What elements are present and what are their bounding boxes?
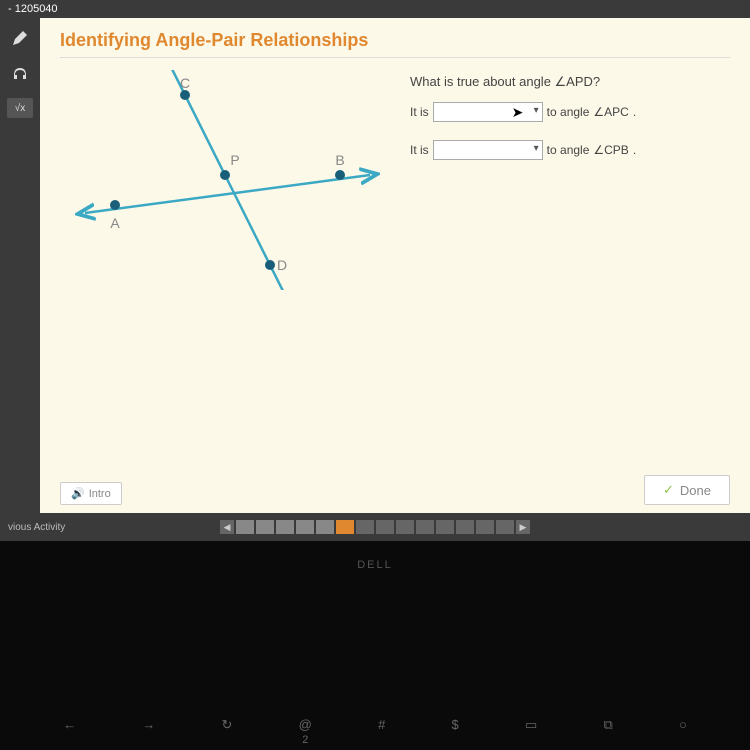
point-d xyxy=(265,260,275,270)
keyboard-key: ← xyxy=(63,717,76,746)
row1-suffix-post: . xyxy=(633,105,636,119)
row2-prefix: It is xyxy=(410,143,429,157)
progress-indicator: ◀ ▶ xyxy=(220,520,530,534)
row2-suffix-post: . xyxy=(633,143,636,157)
keyboard-row: ← → ↻ @2 # $ ▭ ⧉ ○ xyxy=(0,713,750,750)
done-label: Done xyxy=(680,483,711,498)
progress-box[interactable] xyxy=(356,520,374,534)
intro-label: Intro xyxy=(89,488,111,500)
keyboard-key: ⧉ xyxy=(604,717,613,746)
progress-box-current[interactable] xyxy=(336,520,354,534)
progress-prev-arrow[interactable]: ◀ xyxy=(220,520,234,534)
speaker-icon: 🔊 xyxy=(71,487,85,500)
row2-suffix-pre: to angle xyxy=(547,143,590,157)
progress-box[interactable] xyxy=(416,520,434,534)
row2-angle: ∠CPB xyxy=(593,143,628,157)
diagram-svg: A P B C D xyxy=(60,70,390,290)
done-button[interactable]: ✓ Done xyxy=(644,475,730,505)
keyboard-key: # xyxy=(378,717,385,746)
progress-box[interactable] xyxy=(236,520,254,534)
keyboard-key: ▭ xyxy=(525,717,537,746)
formula-icon[interactable]: √x xyxy=(7,98,33,118)
pencil-icon[interactable] xyxy=(8,26,32,50)
progress-box[interactable] xyxy=(456,520,474,534)
answer-row-1: It is ➤ to angle ∠APC. xyxy=(410,102,730,122)
point-b xyxy=(335,170,345,180)
progress-next-arrow[interactable]: ▶ xyxy=(516,520,530,534)
lesson-content: Identifying Angle-Pair Relationships A xyxy=(40,18,750,513)
progress-box[interactable] xyxy=(296,520,314,534)
progress-box[interactable] xyxy=(496,520,514,534)
row1-angle: ∠APC xyxy=(593,105,628,119)
row1-prefix: It is xyxy=(410,105,429,119)
course-id: - 1205040 xyxy=(8,3,58,15)
row1-suffix-pre: to angle xyxy=(547,105,590,119)
point-a xyxy=(110,200,120,210)
label-d: D xyxy=(277,257,287,273)
keyboard-key: @2 xyxy=(299,717,312,746)
point-p xyxy=(220,170,230,180)
answer-row-2: It is to angle ∠CPB. xyxy=(410,140,730,160)
point-c xyxy=(180,90,190,100)
cursor-icon: ➤ xyxy=(512,104,524,121)
label-p: P xyxy=(230,152,239,168)
label-a: A xyxy=(110,215,120,231)
progress-box[interactable] xyxy=(396,520,414,534)
laptop-brand: DELL xyxy=(0,541,750,571)
line-cd xyxy=(165,70,290,290)
progress-box[interactable] xyxy=(276,520,294,534)
geometry-diagram: A P B C D xyxy=(60,70,390,290)
question-prompt: What is true about angle ∠APD? xyxy=(410,74,730,90)
bottom-button-row: 🔊 Intro ✓ Done xyxy=(60,475,730,505)
question-panel: What is true about angle ∠APD? It is ➤ t… xyxy=(410,70,730,467)
progress-box[interactable] xyxy=(436,520,454,534)
progress-box[interactable] xyxy=(476,520,494,534)
laptop-body: DELL ← → ↻ @2 # $ ▭ ⧉ ○ xyxy=(0,541,750,750)
course-header: - 1205040 xyxy=(0,0,750,18)
check-icon: ✓ xyxy=(663,482,674,498)
progress-box[interactable] xyxy=(376,520,394,534)
label-c: C xyxy=(180,75,190,91)
progress-box[interactable] xyxy=(256,520,274,534)
dropdown-1[interactable]: ➤ xyxy=(433,102,543,122)
keyboard-key: ↻ xyxy=(222,717,233,746)
dropdown-2[interactable] xyxy=(433,140,543,160)
keyboard-key: $ xyxy=(452,717,459,746)
work-area: A P B C D What is true about angle ∠APD?… xyxy=(60,70,730,467)
main-area: √x Identifying Angle-Pair Relationships xyxy=(0,18,750,513)
label-b: B xyxy=(335,152,344,168)
left-toolbar: √x xyxy=(0,18,40,513)
keyboard-key: → xyxy=(142,717,155,746)
headphones-icon[interactable] xyxy=(8,62,32,86)
intro-button[interactable]: 🔊 Intro xyxy=(60,482,122,505)
title-divider xyxy=(60,57,730,58)
footer-bar: vious Activity ◀ ▶ xyxy=(0,513,750,541)
lesson-title: Identifying Angle-Pair Relationships xyxy=(60,30,730,51)
prev-activity-label[interactable]: vious Activity xyxy=(8,522,65,533)
progress-box[interactable] xyxy=(316,520,334,534)
keyboard-key: ○ xyxy=(679,717,687,746)
